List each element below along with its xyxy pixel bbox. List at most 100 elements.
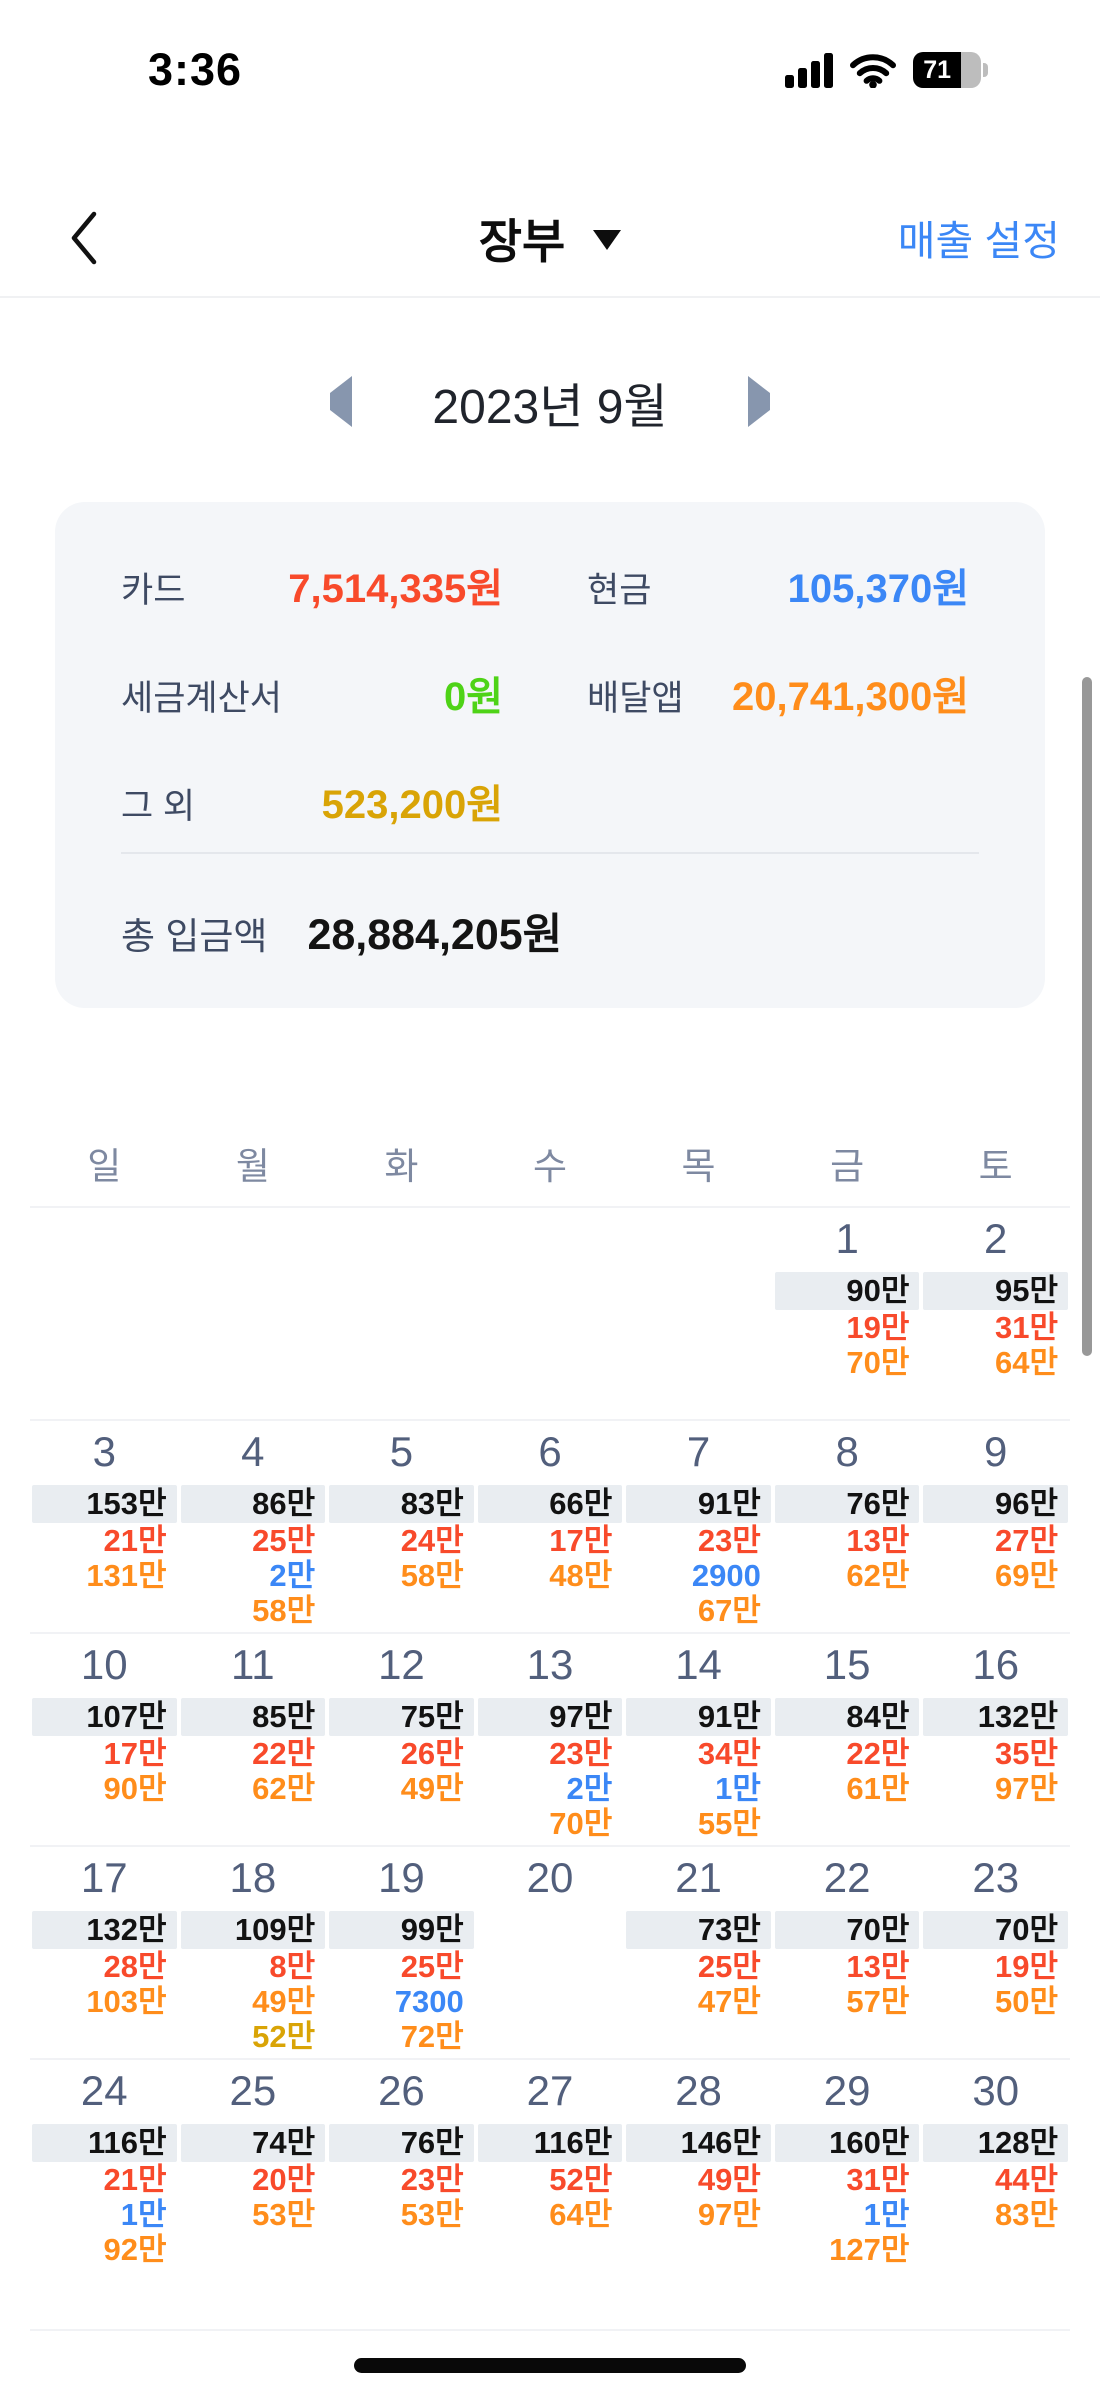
day-amount-delivery: 72만	[400, 2019, 464, 2054]
day-amount-delivery: 50만	[994, 1984, 1058, 2019]
day-number: 9	[984, 1428, 1008, 1475]
home-indicator[interactable]	[354, 2358, 746, 2373]
day-amounts: 107만 17만 90만	[32, 1698, 177, 1806]
calendar-cell-7[interactable]: 7 91만 23만 2900 67만	[624, 1421, 773, 1632]
calendar-cell-2[interactable]: 2 95만 31만 64만	[921, 1208, 1070, 1419]
day-number: 17	[80, 1854, 128, 1901]
calendar-cell-13[interactable]: 13 97만 23만 2만 70만	[476, 1634, 625, 1845]
summary-label: 그 외	[121, 787, 196, 826]
day-amount-card: 24만	[400, 1523, 464, 1558]
chevron-left-icon	[71, 211, 97, 265]
calendar-cell-19[interactable]: 19 99만 25만 7300 72만	[327, 1847, 476, 2058]
calendar-cell-1[interactable]: 1 90만 19만 70만	[773, 1208, 922, 1419]
day-amount-card: 13만	[846, 1523, 910, 1558]
day-amount-card: 19만	[846, 1310, 910, 1345]
chevron-down-icon	[593, 230, 622, 250]
day-amount-total: 107만	[32, 1698, 177, 1736]
day-number: 15	[823, 1641, 871, 1688]
day-amount-cash: 2900	[691, 1558, 761, 1593]
day-amount-total: 73만	[626, 1911, 771, 1949]
day-amount-card: 23만	[549, 1736, 613, 1771]
calendar-cell-6[interactable]: 6 66만 17만 48만	[476, 1421, 625, 1632]
day-amount-total: 70만	[923, 1911, 1068, 1949]
day-number: 7	[686, 1428, 711, 1475]
day-number: 3	[92, 1428, 116, 1475]
calendar-cell-20[interactable]: 20	[476, 1847, 625, 2058]
total-deposit-value: 28,884,205원	[307, 911, 563, 959]
sales-settings-button[interactable]: 매출 설정	[897, 218, 1060, 264]
day-number: 25	[229, 2067, 277, 2114]
day-amount-delivery: 62만	[846, 1558, 910, 1593]
summary-value: 7,514,335원	[288, 567, 503, 611]
day-amount-delivery: 55만	[697, 1806, 761, 1841]
calendar-cell-14[interactable]: 14 91만 34만 1만 55만	[624, 1634, 773, 1845]
day-amount-delivery: 70만	[549, 1806, 613, 1841]
calendar-cell-21[interactable]: 21 73만 25만 47만	[624, 1847, 773, 2058]
day-amount-cash: 1만	[120, 2197, 167, 2232]
next-month-button[interactable]	[740, 376, 778, 427]
summary-item-tax: 세금계산서 0원	[121, 670, 513, 720]
day-amount-total: 132만	[32, 1911, 177, 1949]
summary-value: 20,741,300원	[732, 675, 969, 719]
calendar-cell-4[interactable]: 4 86만 25만 2만 58만	[179, 1421, 328, 1632]
week-row: 24 116만 21만 1만 92만 25 74만 20만 53만 26 76만 23만 53만 27 11…	[30, 2060, 1070, 2331]
day-amount-cash: 1만	[863, 2197, 910, 2232]
day-amounts: 99만 25만 7300 72만	[329, 1911, 474, 2054]
calendar-cell-3[interactable]: 3 153만 21만 131만	[30, 1421, 179, 1632]
calendar-cell-12[interactable]: 12 75만 26만 49만	[327, 1634, 476, 1845]
calendar-cell-30[interactable]: 30 128만 44만 83만	[921, 2060, 1070, 2329]
status-bar: 3:36 71	[0, 38, 1100, 102]
calendar-cell-25[interactable]: 25 74만 20만 53만	[179, 2060, 328, 2329]
day-number: 14	[675, 1641, 722, 1688]
calendar-cell-27[interactable]: 27 116만 52만 64만	[476, 2060, 625, 2329]
day-number: 11	[231, 1641, 275, 1688]
ledger-title-dropdown[interactable]: 장부	[0, 203, 1100, 272]
day-amount-delivery: 64만	[549, 2197, 613, 2232]
calendar-cell-26[interactable]: 26 76만 23만 53만	[327, 2060, 476, 2329]
day-amount-card: 34만	[697, 1736, 761, 1771]
week-row: 10 107만 17만 90만 11 85만 22만 62만 12 75만 26만 49만 13 97만 2…	[30, 1634, 1070, 1847]
day-amount-card: 25만	[697, 1949, 761, 1984]
day-amount-card: 17만	[103, 1736, 167, 1771]
calendar-cell-11[interactable]: 11 85만 22만 62만	[179, 1634, 328, 1845]
day-amounts: 83만 24만 58만	[329, 1485, 474, 1593]
calendar-cell-24[interactable]: 24 116만 21만 1만 92만	[30, 2060, 179, 2329]
calendar-cell-22[interactable]: 22 70만 13만 57만	[773, 1847, 922, 2058]
calendar-cell-15[interactable]: 15 84만 22만 61만	[773, 1634, 922, 1845]
day-amounts: 95만 31만 64만	[923, 1272, 1068, 1380]
week-row: 17 132만 28만 103만 18 109만 8만 49만 52만 19 99만 25만 7300 7…	[30, 1847, 1070, 2060]
clock: 3:36	[148, 44, 243, 95]
calendar-cell-28[interactable]: 28 146만 49만 97만	[624, 2060, 773, 2329]
day-amounts: 128만 44만 83만	[923, 2124, 1068, 2232]
prev-month-button[interactable]	[322, 376, 360, 427]
day-amount-card: 22만	[252, 1736, 316, 1771]
day-amounts: 66만 17만 48만	[477, 1485, 623, 1593]
calendar-cell-5[interactable]: 5 83만 24만 58만	[327, 1421, 476, 1632]
calendar-cell-17[interactable]: 17 132만 28만 103만	[30, 1847, 179, 2058]
scrollbar[interactable]	[1082, 677, 1092, 1356]
day-number: 13	[526, 1641, 574, 1688]
day-number: 24	[80, 2067, 128, 2114]
back-button[interactable]	[62, 206, 108, 270]
calendar-cell-10[interactable]: 10 107만 17만 90만	[30, 1634, 179, 1845]
calendar-cell-29[interactable]: 29 160만 31만 1만 127만	[773, 2060, 922, 2329]
day-amount-delivery: 70만	[846, 1345, 910, 1380]
weekday-label: 화	[384, 1146, 419, 1187]
day-amount-total: 75만	[329, 1698, 474, 1736]
day-amount-total: 66만	[477, 1485, 623, 1523]
day-amounts: 160만 31만 1만 127만	[774, 2124, 920, 2267]
day-amount-total: 97만	[477, 1698, 623, 1736]
calendar-cell-23[interactable]: 23 70만 19만 50만	[921, 1847, 1070, 2058]
day-amount-total: 95만	[923, 1272, 1068, 1310]
day-amount-delivery: 127만	[829, 2232, 910, 2267]
calendar-cell-16[interactable]: 16 132만 35만 97만	[921, 1634, 1070, 1845]
calendar-cell-8[interactable]: 8 76만 13만 62만	[773, 1421, 922, 1632]
day-amount-cash: 7300	[394, 1984, 464, 2019]
day-amount-total: 96만	[923, 1485, 1068, 1523]
calendar-cell-9[interactable]: 9 96만 27만 69만	[921, 1421, 1070, 1632]
calendar-cell-18[interactable]: 18 109만 8만 49만 52만	[179, 1847, 328, 2058]
weekday-label: 토	[978, 1146, 1013, 1187]
day-amounts: 76만 13만 62만	[774, 1485, 920, 1593]
day-amount-card: 21만	[103, 1523, 167, 1558]
